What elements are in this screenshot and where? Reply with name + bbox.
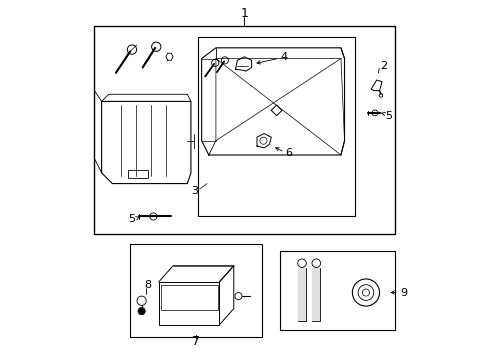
- Text: 3: 3: [191, 186, 198, 196]
- Bar: [160, 285, 217, 310]
- Text: 4: 4: [280, 52, 287, 62]
- Bar: [198, 37, 354, 216]
- Bar: [159, 282, 219, 325]
- Text: 5: 5: [128, 214, 135, 224]
- Text: 2: 2: [380, 61, 386, 71]
- Text: 1: 1: [240, 8, 248, 21]
- Text: 7: 7: [192, 335, 200, 348]
- Text: 8: 8: [143, 280, 151, 291]
- Text: 5: 5: [385, 111, 392, 121]
- Text: 6: 6: [285, 148, 292, 158]
- Polygon shape: [298, 267, 305, 321]
- Bar: [312, 267, 320, 321]
- Bar: [130, 244, 262, 337]
- Bar: [94, 26, 394, 234]
- Bar: [128, 170, 148, 178]
- Polygon shape: [312, 267, 320, 321]
- Text: 9: 9: [399, 288, 406, 297]
- Bar: [280, 251, 394, 330]
- Circle shape: [138, 307, 145, 315]
- Bar: [298, 267, 305, 321]
